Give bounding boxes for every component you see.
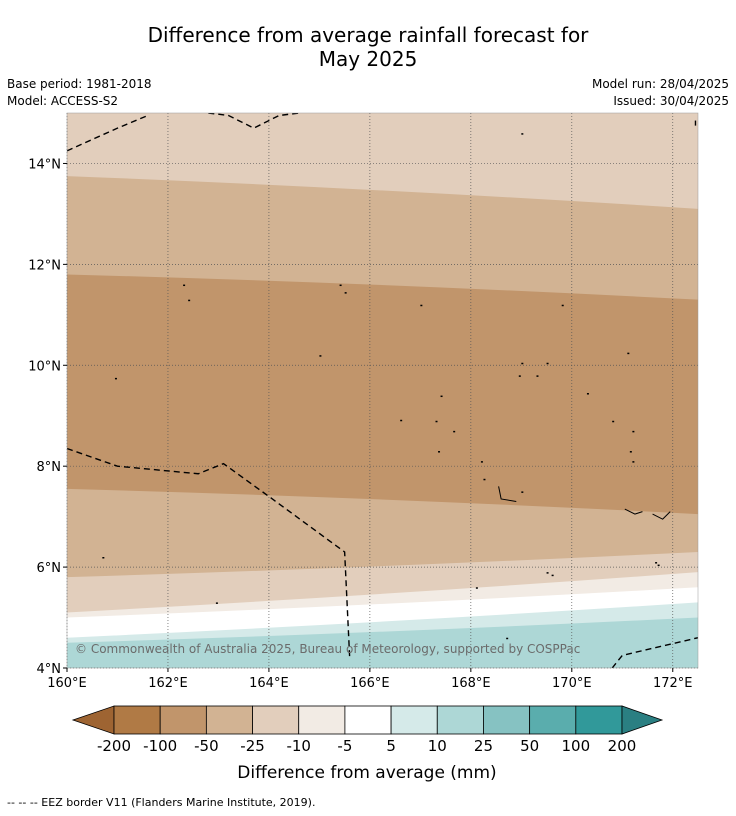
island-marker (546, 572, 549, 574)
island-marker (632, 461, 635, 463)
colorbar-swatch (298, 705, 346, 735)
island-marker (475, 587, 478, 589)
eez-legend-note: -- -- -- EEZ border V11 (Flanders Marine… (7, 796, 316, 809)
colorbar-tick-label: -200 (97, 737, 131, 755)
base-period-label: Base period: 1981-2018 (7, 77, 152, 91)
island-marker (655, 562, 658, 564)
x-tick-label: 170°E (552, 676, 592, 691)
island-marker (102, 557, 105, 559)
colorbar-extend-low (71, 705, 115, 735)
colorbar-swatch (483, 705, 531, 735)
x-tick-label: 162°E (148, 676, 188, 691)
eez-border-line (611, 637, 698, 668)
colorbar-tick-label: -10 (286, 737, 311, 755)
colorbar-tick-label: 5 (386, 737, 396, 755)
colorbar-swatch (205, 705, 253, 735)
island-marker (453, 430, 456, 433)
island-marker (420, 304, 423, 307)
y-tick-label: 10°N (28, 359, 61, 374)
colorbar-tick-label: -50 (194, 737, 219, 755)
island-marker (506, 637, 509, 640)
island-markers (102, 133, 671, 640)
colorbar-swatch (159, 705, 207, 735)
island-marker (339, 284, 342, 287)
colorbar-tick-label: 200 (608, 737, 637, 755)
island-marker (518, 375, 521, 377)
issued-label: Issued: 30/04/2025 (613, 94, 729, 108)
colorbar-tick-label: 25 (474, 737, 493, 755)
island-marker (188, 299, 191, 302)
model-label: Model: ACCESS-S2 (7, 94, 119, 108)
island-marker (657, 564, 660, 567)
atoll-outline (624, 508, 643, 515)
colorbar-tick-label: 100 (561, 737, 590, 755)
island-marker (183, 284, 186, 287)
colorbar-swatch (529, 705, 577, 735)
eez-border-line (208, 113, 300, 129)
x-tick-label: 168°E (451, 676, 491, 691)
island-marker (440, 395, 443, 398)
colorbar-label: Difference from average (mm) (237, 763, 496, 783)
island-marker (612, 420, 615, 423)
colorbar-swatch (575, 705, 623, 735)
colorbar-swatch (252, 705, 300, 735)
island-marker (561, 304, 564, 307)
chart-title-line1: Difference from average rainfall forecas… (147, 23, 589, 47)
island-marker (586, 393, 589, 395)
x-tick-label: 160°E (47, 676, 87, 691)
island-marker (400, 419, 403, 422)
map-frame (66, 112, 699, 669)
colorbar-swatch (390, 705, 438, 735)
map-area (67, 113, 698, 668)
island-marker (435, 420, 438, 423)
island-marker (114, 377, 117, 380)
island-marker (319, 355, 322, 357)
colorbar-swatch (113, 705, 161, 735)
chart-title-line2: May 2025 (318, 47, 418, 71)
island-marker (521, 133, 524, 135)
island-marker (521, 491, 524, 493)
island-marker (629, 451, 632, 453)
island-marker (480, 461, 483, 463)
x-tick-label: 172°E (653, 676, 693, 691)
x-tick-label: 164°E (249, 676, 289, 691)
colorbar-extend-high (621, 705, 664, 735)
atoll-outline (652, 511, 671, 520)
map-axes: 160°E 162°E 164°E 166°E 168°E 170°E 172°E 4°N 6°… (28, 112, 699, 691)
colorbar-tick-label: 50 (520, 737, 539, 755)
x-tick-label: 166°E (350, 676, 390, 691)
island-marker (627, 352, 630, 355)
island-marker (632, 430, 635, 433)
eez-borders (67, 113, 698, 668)
island-marker (483, 478, 486, 481)
colorbar-tick-label: 10 (428, 737, 447, 755)
colorbar: -200 -100 -50 -25 -10 -5 5 10 25 50 100 200 (71, 705, 664, 755)
atoll-outline (498, 486, 517, 502)
island-marker (546, 362, 549, 365)
y-tick-label: 14°N (28, 157, 61, 172)
y-tick-label: 4°N (37, 662, 62, 677)
colorbar-tick-label: -5 (337, 737, 352, 755)
eez-border-line (67, 114, 149, 152)
eez-border-line (67, 447, 351, 658)
y-tick-label: 12°N (28, 258, 61, 273)
colorbar-tick-label: -100 (143, 737, 177, 755)
island-marker (344, 292, 347, 294)
y-tick-label: 6°N (37, 561, 62, 576)
island-marker (215, 602, 218, 604)
colorbar-swatch (436, 705, 484, 735)
model-run-label: Model run: 28/04/2025 (591, 77, 729, 91)
contour-band (67, 617, 698, 668)
colorbar-tick-label: -25 (240, 737, 265, 755)
colorbar-swatch (344, 705, 392, 735)
copyright-notice: © Commonwealth of Australia 2025, Bureau… (75, 642, 580, 656)
y-tick-label: 8°N (37, 460, 62, 475)
island-marker (438, 451, 441, 453)
island-marker (551, 574, 554, 577)
island-marker (536, 375, 539, 377)
island-marker (521, 362, 524, 365)
